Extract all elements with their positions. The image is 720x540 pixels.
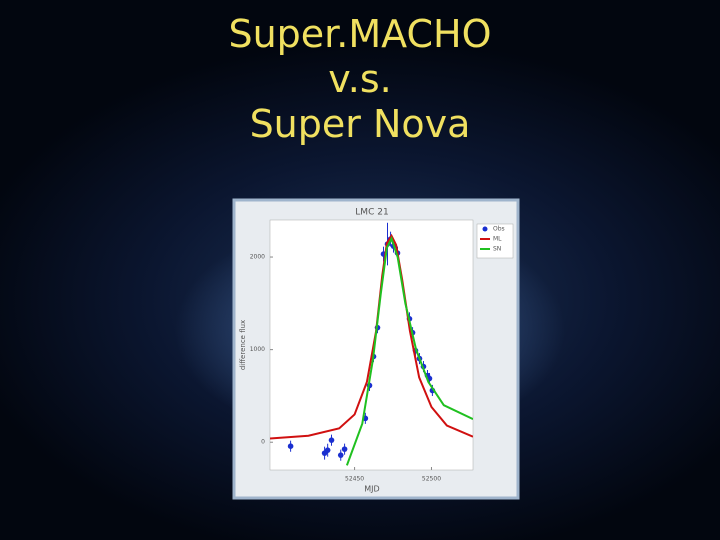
data-point xyxy=(328,437,335,443)
legend-marker xyxy=(482,226,488,232)
chart-title: LMC 21 xyxy=(355,208,388,218)
legend-label: SN xyxy=(493,246,501,253)
y-tick-label: 0 xyxy=(261,439,265,446)
y-tick-label: 2000 xyxy=(250,254,265,261)
y-axis-label: difference flux xyxy=(239,320,247,370)
model-curve xyxy=(270,233,473,440)
legend-label: ML xyxy=(493,236,502,243)
data-point xyxy=(287,443,294,450)
slide-title-line: v.s. xyxy=(328,57,392,101)
x-axis-label: MJD xyxy=(364,485,379,494)
data-point xyxy=(324,447,331,453)
slide-title-line: Super Nova xyxy=(249,102,471,146)
data-point xyxy=(341,446,348,452)
x-tick-label: 52450 xyxy=(345,476,364,483)
x-tick-label: 52500 xyxy=(422,476,441,483)
slide-title-line: Super.MACHO xyxy=(228,12,492,56)
model-curve xyxy=(345,235,473,466)
legend-label: Obs xyxy=(493,226,505,233)
data-point xyxy=(337,452,344,458)
plot-area xyxy=(269,219,474,471)
y-tick-label: 1000 xyxy=(250,346,265,353)
